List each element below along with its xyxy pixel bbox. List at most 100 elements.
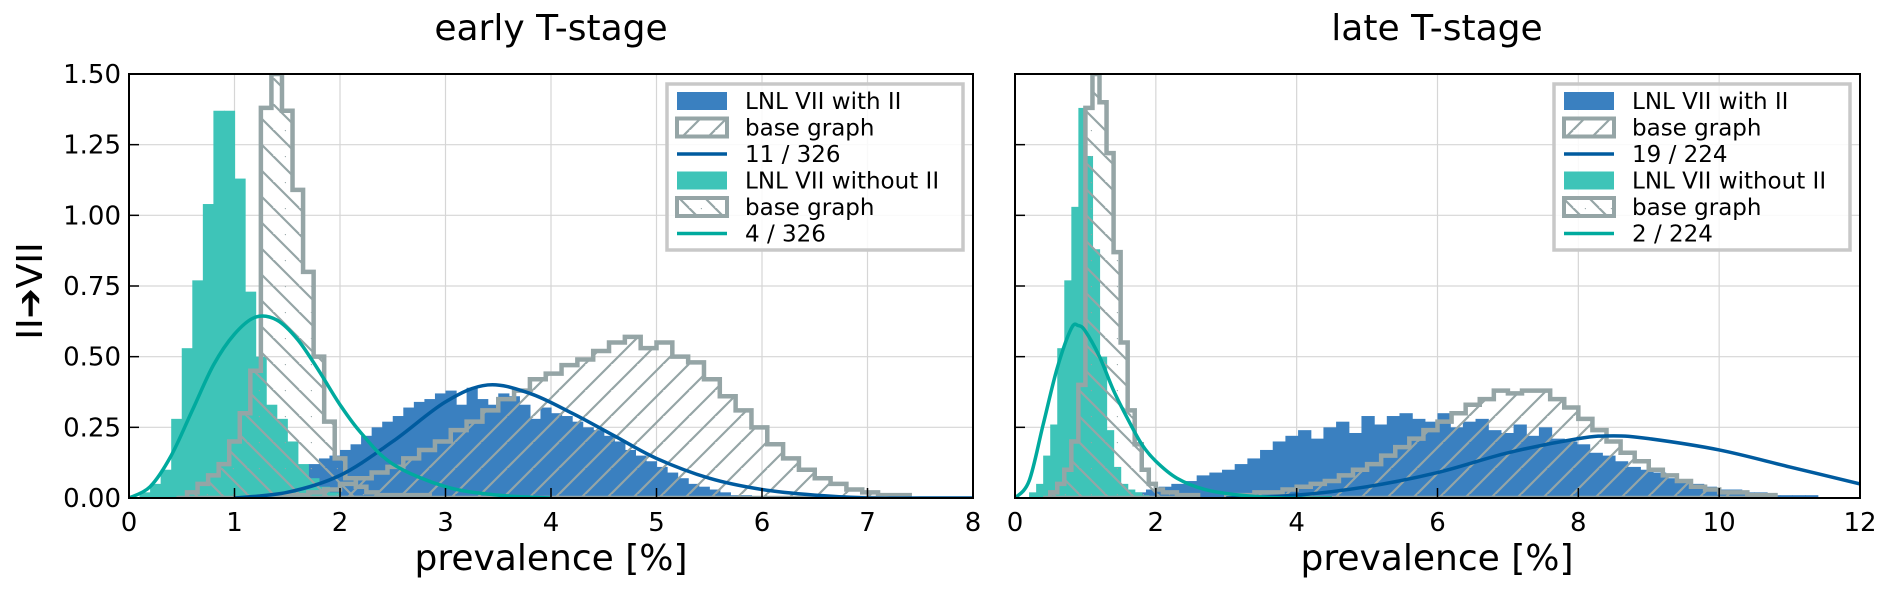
legend-label: 2 / 224 — [1632, 222, 1713, 248]
chart-title: early T-stage — [434, 8, 667, 49]
y-tick-label: 0.00 — [63, 484, 121, 514]
histogram-bar — [1064, 280, 1072, 498]
x-tick-label: 8 — [1570, 508, 1587, 538]
posterior-curve — [1015, 322, 1332, 498]
histogram-bar — [1036, 483, 1044, 498]
x-tick-label: 6 — [1429, 508, 1446, 538]
histogram-bar — [1792, 495, 1806, 498]
x-axis-label: prevalence [%] — [1300, 538, 1573, 579]
histogram-bar — [223, 110, 236, 498]
histogram-bar — [160, 469, 172, 498]
legend-label: LNL VII without II — [1632, 169, 1826, 195]
y-tick-label: 0.50 — [63, 343, 121, 373]
axis-ticks: 0 2 4 6 8 10 12 — [1007, 73, 1877, 538]
histogram-bar — [234, 178, 246, 498]
histogram-bar — [1071, 206, 1079, 498]
x-tick-label: 6 — [754, 508, 771, 538]
histogram-bar — [1298, 430, 1312, 498]
legend-label: base graph — [1632, 195, 1761, 221]
plot-area — [1015, 74, 1860, 498]
histogram-bar — [1029, 492, 1037, 498]
posterior-curve — [1226, 434, 1860, 498]
histogram-bar — [403, 407, 415, 498]
histogram-bar — [1050, 424, 1058, 498]
x-tick-label: 1 — [226, 508, 243, 538]
base-graph-step-histogram — [274, 334, 912, 498]
y-tick-label: 0.75 — [63, 272, 121, 302]
histogram-bar — [202, 204, 214, 498]
y-tick-label: 1.50 — [63, 60, 121, 90]
x-tick-label: 0 — [121, 508, 138, 538]
x-tick-label: 8 — [965, 508, 982, 538]
histogram-bar — [1234, 464, 1248, 498]
x-tick-label: 0 — [1007, 508, 1024, 538]
histogram-bar — [371, 427, 383, 498]
legend-swatch — [677, 92, 727, 110]
histogram-bar — [1222, 469, 1236, 498]
legend-label: base graph — [1632, 116, 1761, 142]
histogram-bar — [1247, 458, 1261, 498]
x-tick-label: 2 — [332, 508, 349, 538]
chart-panel-early: early T-stage 0 1 2 3 4 5 6 7 8 0.00 0.25 0.50 0.75 1… — [63, 8, 981, 579]
posterior-curve — [129, 314, 552, 498]
posterior-curve — [234, 382, 973, 498]
legend-label: base graph — [745, 116, 874, 142]
y-axis-label: II➔VII — [10, 242, 51, 339]
legend-label: LNL VII with II — [1632, 89, 1788, 115]
x-tick-label: 3 — [437, 508, 454, 538]
legend-swatch — [675, 196, 729, 218]
x-tick-label: 4 — [1288, 508, 1305, 538]
chart-title: late T-stage — [1331, 8, 1542, 49]
base-graph-step-histogram — [176, 74, 432, 498]
histogram-bar — [192, 280, 204, 498]
y-tick-label: 1.25 — [63, 131, 121, 161]
histogram-bar — [1260, 449, 1274, 498]
axis-ticks: 0 1 2 3 4 5 6 7 8 0.00 0.25 0.50 0.75 1.00 1.25 1.50 — [63, 60, 981, 538]
histogram-bar — [139, 492, 151, 498]
x-tick-label: 10 — [1703, 508, 1736, 538]
legend-label: 19 / 224 — [1632, 142, 1728, 168]
legend-box — [1552, 82, 1852, 252]
x-axis-label: prevalence [%] — [414, 538, 687, 579]
chart-panel-late: late T-stage 0 2 4 6 8 10 12 prevalence [%] LN… — [1007, 8, 1877, 579]
histogram-bar — [1272, 441, 1286, 498]
histogram-bar — [1057, 348, 1065, 498]
legend-swatch — [1564, 92, 1614, 110]
legend-label: 11 / 326 — [745, 142, 841, 168]
legend-label: 4 / 326 — [745, 222, 826, 248]
histogram-bar — [361, 435, 373, 498]
legend-swatch — [1564, 171, 1614, 190]
legend-label: base graph — [745, 195, 874, 221]
x-tick-label: 5 — [648, 508, 665, 538]
legend-box — [665, 82, 965, 252]
legend-label: LNL VII without II — [745, 169, 939, 195]
x-tick-label: 2 — [1148, 508, 1165, 538]
histogram-bar — [150, 483, 162, 498]
histogram-bar — [171, 418, 183, 498]
y-tick-label: 0.25 — [63, 413, 121, 443]
base-graph-step-histogram — [1043, 74, 1201, 498]
y-tick-label: 1.00 — [63, 201, 121, 231]
x-tick-label: 7 — [859, 508, 876, 538]
histogram-bar — [213, 110, 225, 498]
histogram-bar — [1043, 455, 1051, 498]
legend-swatch — [1562, 196, 1616, 218]
histogram-bar — [392, 416, 404, 498]
legend-swatch — [1562, 116, 1616, 139]
histogram-bar — [1196, 475, 1210, 498]
histogram-bar — [1078, 107, 1087, 498]
legend-swatch — [675, 116, 729, 139]
histogram-bar — [1779, 495, 1793, 498]
histogram-bar — [350, 444, 362, 498]
legend-label: LNL VII with II — [745, 89, 901, 115]
x-tick-label: 4 — [543, 508, 560, 538]
histogram-bar — [1805, 495, 1819, 498]
histogram-bar — [1285, 435, 1299, 498]
base-graph-step-histogram — [1224, 388, 1778, 498]
x-tick-label: 12 — [1843, 508, 1876, 538]
plot-area — [129, 74, 973, 498]
legend-swatch — [677, 171, 727, 190]
